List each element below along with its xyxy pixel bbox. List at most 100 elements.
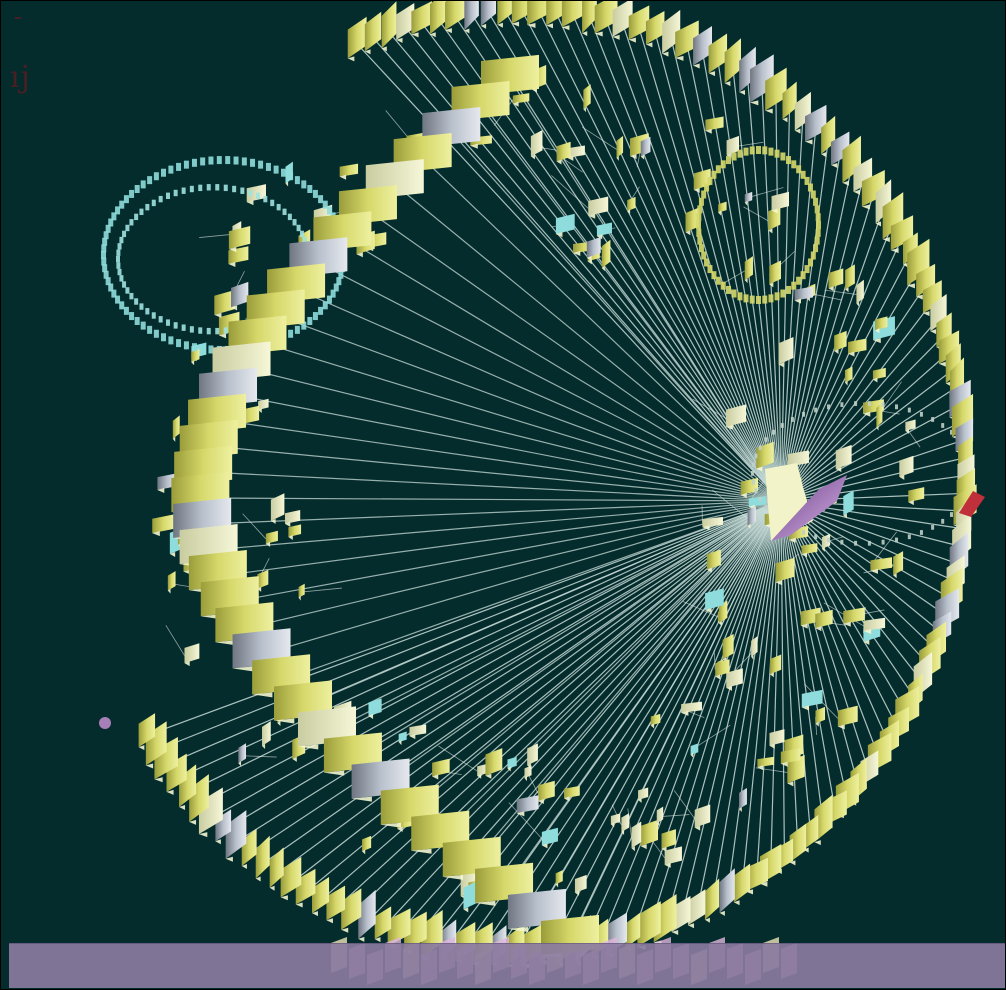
folder-icon — [631, 821, 642, 849]
folder-icon — [167, 571, 176, 591]
folder-icon — [815, 609, 833, 629]
subtree-ring-layer — [101, 146, 974, 546]
folder-icon — [718, 600, 728, 624]
folder-icon — [744, 191, 753, 203]
folder-icon — [805, 104, 827, 142]
folder-icon — [725, 404, 747, 427]
folder-icon — [485, 748, 503, 776]
root-folder-node[interactable] — [765, 463, 847, 541]
folder-icon — [475, 862, 534, 903]
folder-icon — [594, 1, 618, 34]
folder-icon — [704, 878, 720, 920]
folder-icon — [396, 3, 415, 40]
folder-icon — [719, 868, 735, 913]
folder-icon — [555, 870, 563, 885]
folder-icon — [834, 330, 847, 352]
folder-icon — [757, 756, 775, 768]
folder-icon — [765, 67, 787, 111]
folder-icon — [582, 1, 597, 34]
folder-icon — [612, 1, 633, 37]
folder-icon — [863, 617, 886, 631]
folder-icon — [856, 279, 864, 304]
folder-icon — [601, 239, 611, 269]
folder-icon — [837, 705, 858, 727]
folder-icon — [744, 256, 753, 281]
folder-icon — [362, 835, 372, 852]
folder-icon — [374, 906, 392, 940]
folder-icon — [463, 881, 478, 910]
folder-icon — [876, 402, 883, 428]
folder-icon — [744, 857, 768, 892]
folder-icon — [628, 5, 650, 40]
folder-icon — [621, 813, 630, 832]
folder-icon — [238, 743, 247, 764]
folder-icon — [787, 450, 809, 467]
folder-icon — [432, 758, 450, 777]
folder-icon — [258, 398, 269, 410]
folder-icon — [563, 785, 580, 799]
folder-icon — [556, 141, 571, 162]
folder-icon — [681, 701, 702, 713]
folder-icon — [273, 680, 332, 721]
folder-icon — [269, 847, 284, 888]
folder-icon — [771, 475, 847, 541]
folder-icon — [339, 163, 359, 177]
folder-icon — [908, 487, 925, 503]
folder-icon — [845, 264, 855, 290]
folder-icon — [789, 823, 807, 863]
folder-icon — [311, 876, 330, 914]
folder-icon — [191, 348, 200, 363]
folder-icon — [650, 713, 661, 726]
folder-icon — [625, 912, 641, 949]
front-node-column — [171, 54, 599, 958]
folder-icon — [583, 84, 591, 110]
folder-icon — [844, 366, 853, 383]
folder-icon — [298, 583, 305, 598]
folder-icon — [138, 713, 156, 748]
folder-icon — [664, 846, 682, 865]
folder-icon — [705, 116, 724, 131]
folder-icon — [610, 813, 621, 825]
folder-icon — [270, 493, 285, 521]
folder-icon — [586, 236, 601, 258]
folder-icon — [351, 758, 410, 799]
folder-icon — [323, 732, 382, 773]
folder-icon — [480, 1, 497, 26]
folder-icon — [638, 787, 649, 800]
folder-icon — [661, 829, 676, 849]
folder-icon — [685, 207, 700, 233]
folder-icon — [848, 338, 867, 354]
folder-icon — [512, 93, 530, 104]
folder-icon — [787, 754, 805, 784]
folder-icon — [555, 213, 575, 235]
folder-icon — [387, 908, 411, 947]
folder-icon — [782, 81, 797, 120]
folder-icon — [769, 260, 781, 285]
folder-icon — [814, 794, 833, 843]
folder-icon — [769, 729, 785, 746]
folder-icon — [893, 551, 904, 576]
folder-icon — [959, 491, 985, 517]
folder-icon — [870, 557, 893, 571]
folder-icon — [409, 724, 427, 737]
folder-icon — [771, 191, 790, 211]
folder-icon — [905, 419, 916, 431]
folder-icon — [843, 490, 854, 516]
folder-icon — [257, 569, 269, 589]
folder-icon — [265, 530, 278, 544]
folder-icon — [561, 1, 584, 28]
folder-icon — [769, 654, 782, 675]
folder-icon — [815, 706, 826, 724]
folder-icon — [801, 689, 823, 708]
folder-icon — [733, 863, 751, 903]
folder-icon — [567, 145, 585, 158]
folder-icon — [516, 795, 539, 814]
folder-icon — [172, 415, 180, 439]
folder-icon — [708, 33, 728, 74]
folder-icon — [640, 136, 651, 157]
folder-icon — [899, 455, 914, 477]
folder-icon — [645, 10, 665, 45]
folder-icon — [693, 25, 713, 66]
